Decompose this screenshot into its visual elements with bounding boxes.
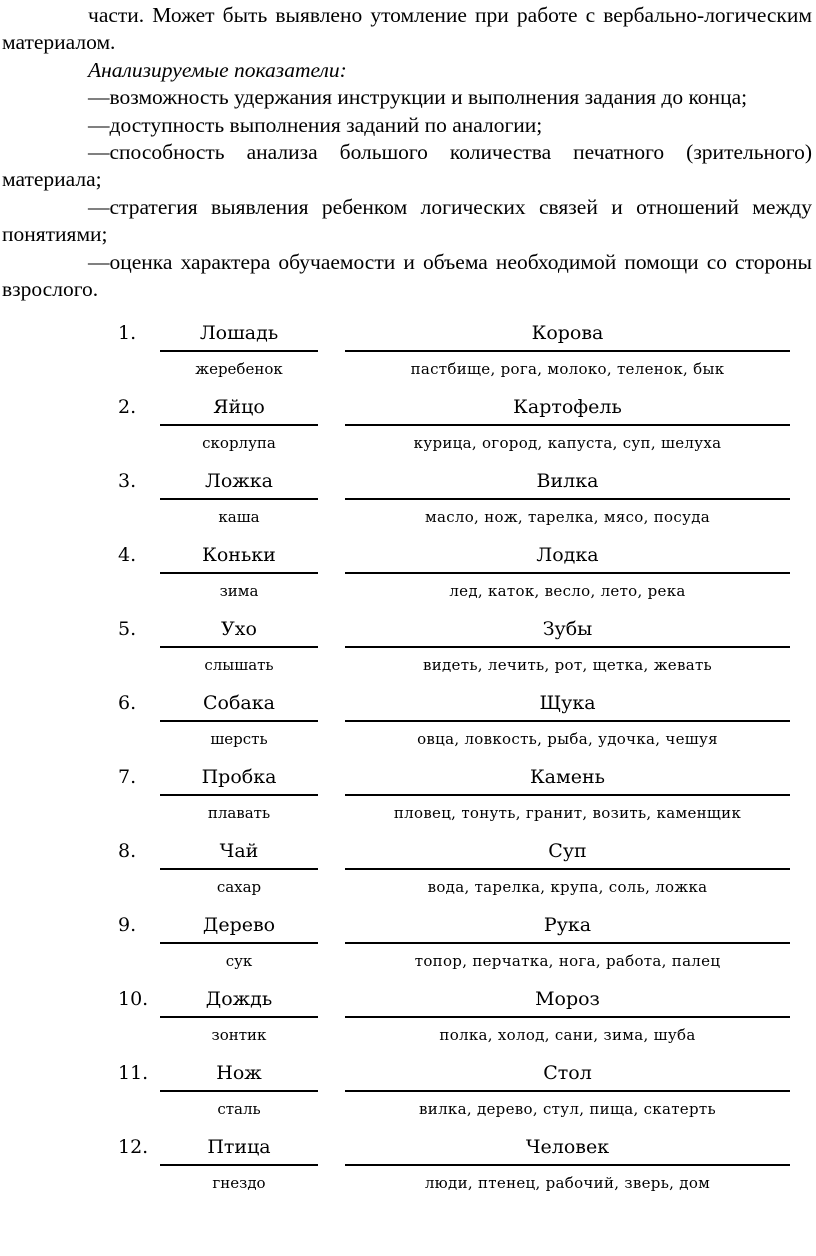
indicator-item: —доступность выполнения заданий по анало…: [88, 112, 543, 137]
right-options: масло, нож, тарелка, мясо, посуда: [424, 508, 710, 526]
right-word: Стол: [345, 1062, 790, 1092]
analogy-item: 11. Нож Стол сталь вилка, дерево, стул, пища…: [0, 1058, 816, 1132]
item-number: 1.: [118, 322, 137, 344]
analogy-item: 5. Ухо Зубы слышать видеть, лечить, рот, щет…: [0, 614, 816, 688]
left-word: Птица: [160, 1136, 318, 1166]
right-word: Картофель: [345, 396, 790, 426]
right-options: овца, ловкость, рыба, удочка, чешуя: [417, 730, 718, 748]
analogy-task-list: 1. Лошадь Корова жеребенок пастбище, рога, м…: [0, 318, 816, 1206]
right-word: Человек: [345, 1136, 790, 1166]
item-number: 5.: [118, 618, 137, 640]
analogy-item: 7. Пробка Камень плавать пловец, тонуть, гра…: [0, 762, 816, 836]
right-options: полка, холод, сани, зима, шуба: [439, 1026, 696, 1044]
left-answer: зима: [219, 582, 259, 600]
item-number: 6.: [118, 692, 137, 714]
analogy-item: 3. Ложка Вилка каша масло, нож, тарелка, мяс…: [0, 466, 816, 540]
item-number: 4.: [118, 544, 137, 566]
left-answer: плавать: [207, 804, 271, 822]
analogy-item: 9. Дерево Рука сук топор, перчатка, нога, ра…: [0, 910, 816, 984]
left-answer: жеребенок: [195, 360, 283, 378]
right-word: Мороз: [345, 988, 790, 1018]
left-answer: зонтик: [211, 1026, 267, 1044]
body-text: части. Может быть выявлено утомление при…: [2, 2, 812, 303]
left-word: Чай: [160, 840, 318, 870]
left-answer: слышать: [204, 656, 274, 674]
item-number: 10.: [118, 988, 149, 1010]
left-word: Ухо: [160, 618, 318, 648]
left-word: Ложка: [160, 470, 318, 500]
left-answer: скорлупа: [202, 434, 276, 452]
left-answer: сталь: [217, 1100, 261, 1118]
right-options: люди, птенец, рабочий, зверь, дом: [424, 1174, 711, 1192]
right-word: Суп: [345, 840, 790, 870]
paragraph-intro: части. Может быть выявлено утомление при…: [2, 3, 812, 55]
indicator-item: —стратегия выявления ребенком логических…: [2, 194, 812, 247]
item-number: 7.: [118, 766, 137, 788]
right-options: вода, тарелка, крупа, соль, ложка: [427, 878, 708, 896]
right-options: видеть, лечить, рот, щетка, жевать: [422, 656, 713, 674]
analogy-item: 2. Яйцо Картофель скорлупа курица, огород, к…: [0, 392, 816, 466]
left-answer: каша: [218, 508, 260, 526]
left-answer: шерсть: [210, 730, 268, 748]
right-word: Корова: [345, 322, 790, 352]
left-word: Яйцо: [160, 396, 318, 426]
left-word: Лошадь: [160, 322, 318, 352]
left-word: Пробка: [160, 766, 318, 796]
right-word: Зубы: [345, 618, 790, 648]
left-word: Собака: [160, 692, 318, 722]
left-word: Коньки: [160, 544, 318, 574]
analogy-item: 1. Лошадь Корова жеребенок пастбище, рога, м…: [0, 318, 816, 392]
indicators-heading: Анализируемые показатели:: [88, 57, 347, 82]
right-options: пловец, тонуть, гранит, возить, каменщик: [393, 804, 742, 822]
right-options: вилка, дерево, стул, пища, скатерть: [419, 1100, 716, 1118]
left-answer: сук: [225, 952, 253, 970]
left-word: Дождь: [160, 988, 318, 1018]
analogy-item: 12. Птица Человек гнездо люди, птенец, рабоч…: [0, 1132, 816, 1206]
analogy-item: 4. Коньки Лодка зима лед, каток, весло, лето…: [0, 540, 816, 614]
item-number: 12.: [118, 1136, 149, 1158]
right-word: Рука: [345, 914, 790, 944]
left-answer: гнездо: [212, 1174, 266, 1192]
right-options: курица, огород, капуста, суп, шелуха: [413, 434, 722, 452]
item-number: 11.: [118, 1062, 149, 1084]
analogy-item: 10. Дождь Мороз зонтик полка, холод, сани, з…: [0, 984, 816, 1058]
left-word: Дерево: [160, 914, 318, 944]
analogy-item: 6. Собака Щука шерсть овца, ловкость, рыба, …: [0, 688, 816, 762]
right-options: лед, каток, весло, лето, река: [449, 582, 686, 600]
item-number: 2.: [118, 396, 137, 418]
indicator-item: —способность анализа большого количества…: [2, 140, 812, 192]
right-word: Лодка: [345, 544, 790, 574]
left-word: Нож: [160, 1062, 318, 1092]
right-options: пастбище, рога, молоко, теленок, бык: [410, 360, 725, 378]
right-word: Вилка: [345, 470, 790, 500]
analogy-item: 8. Чай Суп сахар вода, тарелка, крупа, соль,…: [0, 836, 816, 910]
left-answer: сахар: [216, 878, 262, 896]
indicator-item: —оценка характера обучаемости и объема н…: [2, 249, 812, 302]
right-word: Щука: [345, 692, 790, 722]
item-number: 3.: [118, 470, 137, 492]
right-word: Камень: [345, 766, 790, 796]
item-number: 8.: [118, 840, 137, 862]
indicator-item: —возможность удержания инструкции и выпо…: [88, 85, 748, 110]
item-number: 9.: [118, 914, 137, 936]
right-options: топор, перчатка, нога, работа, палец: [414, 952, 721, 970]
